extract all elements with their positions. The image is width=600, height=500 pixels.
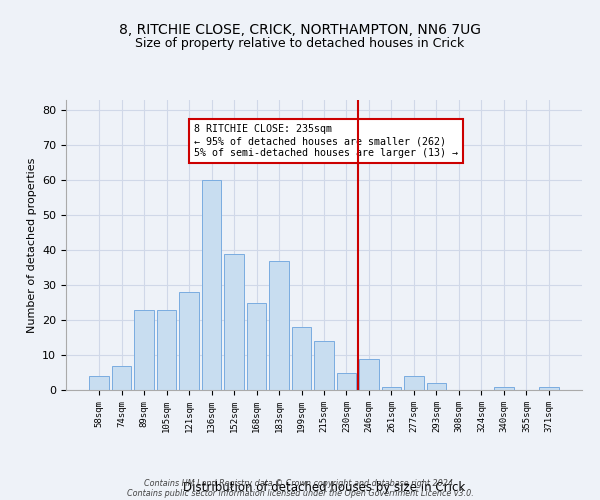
Bar — [179, 292, 199, 390]
Bar — [427, 383, 446, 390]
Y-axis label: Number of detached properties: Number of detached properties — [26, 158, 37, 332]
Bar — [134, 310, 154, 390]
Bar — [157, 310, 176, 390]
Text: Contains HM Land Registry data © Crown copyright and database right 2024.: Contains HM Land Registry data © Crown c… — [144, 478, 456, 488]
Bar — [224, 254, 244, 390]
Bar — [404, 376, 424, 390]
Bar — [292, 327, 311, 390]
Bar — [337, 372, 356, 390]
Text: Contains public sector information licensed under the Open Government Licence v3: Contains public sector information licen… — [127, 488, 473, 498]
Bar — [539, 386, 559, 390]
Text: 8 RITCHIE CLOSE: 235sqm
← 95% of detached houses are smaller (262)
5% of semi-de: 8 RITCHIE CLOSE: 235sqm ← 95% of detache… — [194, 124, 458, 158]
Bar — [382, 386, 401, 390]
Bar — [89, 376, 109, 390]
Bar — [269, 260, 289, 390]
Bar — [359, 358, 379, 390]
Text: Size of property relative to detached houses in Crick: Size of property relative to detached ho… — [136, 38, 464, 51]
Bar — [247, 302, 266, 390]
Bar — [494, 386, 514, 390]
Text: 8, RITCHIE CLOSE, CRICK, NORTHAMPTON, NN6 7UG: 8, RITCHIE CLOSE, CRICK, NORTHAMPTON, NN… — [119, 22, 481, 36]
Bar — [314, 341, 334, 390]
X-axis label: Distribution of detached houses by size in Crick: Distribution of detached houses by size … — [183, 480, 465, 494]
Bar — [112, 366, 131, 390]
Bar — [202, 180, 221, 390]
